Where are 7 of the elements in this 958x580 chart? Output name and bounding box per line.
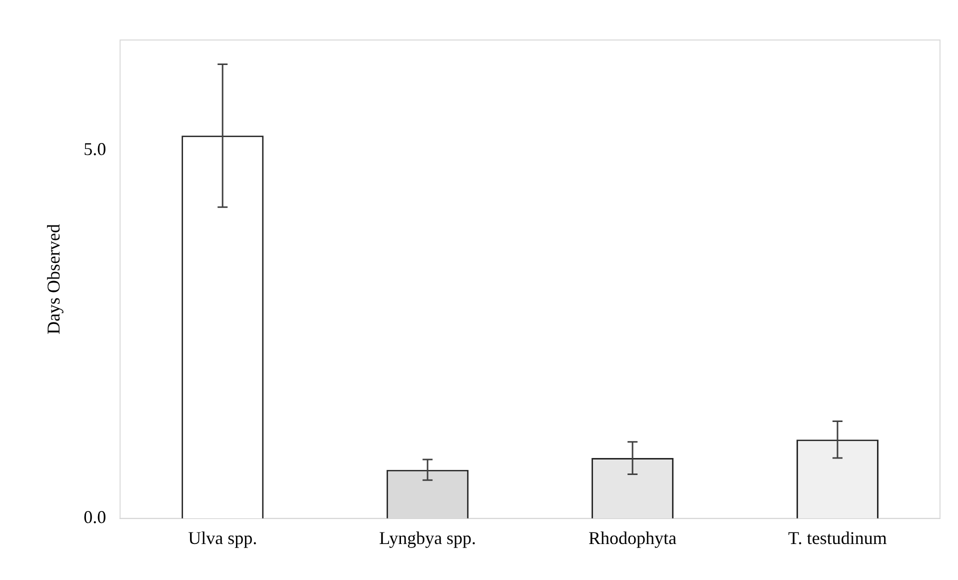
y-axis-title: Days Observed <box>44 224 64 334</box>
x-tick-label: Rhodophyta <box>588 528 677 548</box>
x-tick-label: Ulva spp. <box>188 528 258 548</box>
y-tick-label: 5.0 <box>84 139 106 160</box>
x-tick-label: Lyngbya spp. <box>379 528 476 548</box>
y-tick-label: 0.0 <box>84 507 106 528</box>
x-tick-label: T. testudinum <box>788 528 887 548</box>
